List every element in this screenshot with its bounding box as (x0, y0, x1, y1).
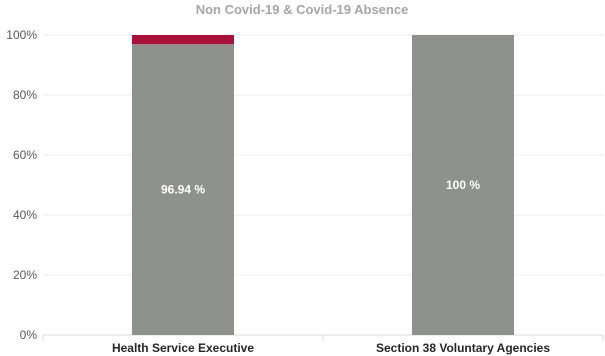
data-label: 100 % (446, 178, 480, 192)
category-label: Section 38 Voluntary Agencies (376, 341, 550, 355)
y-tick-label: 100% (6, 28, 37, 42)
bar-segment (132, 35, 234, 45)
y-tick-label: 20% (13, 268, 37, 282)
y-tick-label: 0% (20, 328, 38, 342)
bar-segment (412, 35, 514, 335)
bar-segment (132, 44, 234, 336)
data-label: 96.94 % (161, 183, 205, 197)
chart-title: Non Covid-19 & Covid-19 Absence (196, 2, 409, 17)
category-label: Health Service Executive (112, 341, 254, 355)
y-tick-label: 60% (13, 148, 37, 162)
y-tick-label: 40% (13, 208, 37, 222)
bars (132, 35, 514, 336)
gridlines (43, 34, 603, 276)
y-tick-label: 80% (13, 88, 37, 102)
labels: 0% 20% 40% 60% 80% 100% 96.94 % Health Service … (6, 28, 550, 355)
